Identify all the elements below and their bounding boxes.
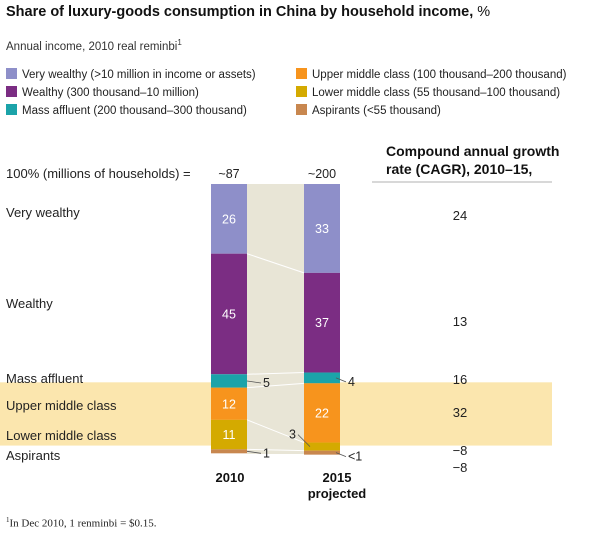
cagr-value-wealthy: 13 [452, 314, 468, 329]
legend-item-upper-middle-class: Upper middle class (100 thousand–200 tho… [296, 68, 566, 81]
cagr-header: Compound annual growth rate (CAGR), 2010… [386, 142, 586, 178]
title-text: Share of luxury-goods consumption in Chi… [6, 4, 474, 20]
row-label-very-wealthy: Very wealthy [6, 205, 80, 220]
segment-connector-line [246, 253, 305, 274]
cagr-value-mass-affluent: 16 [452, 372, 468, 387]
cagr-title-text: Compound annual growth rate (CAGR), 2010… [386, 143, 560, 177]
cagr-value-aspirants: −8 [452, 460, 468, 475]
legend-label: Wealthy (300 thousand–10 million) [22, 87, 199, 99]
legend-swatch [296, 86, 307, 97]
legend-swatch [6, 104, 17, 115]
legend-item-mass-affluent: Mass affluent (200 thousand–300 thousand… [6, 104, 247, 117]
data-label-wealthy-2010: 45 [222, 307, 236, 321]
data-label-aspirants-2015-projected: <1 [348, 450, 362, 464]
footnote-text: In Dec 2010, 1 renminbi = $0.15. [9, 517, 157, 530]
callout-leader-line [246, 450, 262, 454]
title-unit: % [477, 4, 491, 20]
data-label-wealthy-2015-projected: 37 [315, 316, 329, 330]
total-label-2010: ~87 [218, 167, 239, 181]
legend-swatch [296, 104, 307, 115]
legend-item-very-wealthy: Very wealthy (>10 million in income or a… [6, 68, 256, 81]
legend-swatch [6, 86, 17, 97]
data-label-very-wealthy-2015-projected: 33 [315, 222, 329, 236]
legend-label: Very wealthy (>10 million in income or a… [22, 69, 256, 81]
data-label-mass-affluent-2015-projected: 4 [348, 375, 355, 389]
row-label-mass-affluent: Mass affluent [6, 371, 84, 386]
legend-item-lower-middle-class: Lower middle class (55 thousand–100 thou… [296, 86, 560, 99]
bar-segment-mass-affluent-2015-projected [304, 372, 340, 384]
bar-segment-aspirants-2010 [211, 449, 247, 454]
bar-segment-lower-middle-class-2010 [211, 419, 247, 450]
bar-segment-upper-middle-class-2010 [211, 387, 247, 420]
legend-item-aspirants: Aspirants (<55 thousand) [296, 104, 441, 117]
legend-label: Upper middle class (100 thousand–200 tho… [312, 69, 567, 81]
data-label-very-wealthy-2010: 26 [222, 212, 236, 226]
data-label-aspirants-2010: 1 [263, 446, 270, 460]
bar-segment-very-wealthy-2010 [211, 184, 247, 254]
data-label-mass-affluent-2010: 5 [263, 376, 270, 390]
callout-leader-line [335, 452, 347, 458]
bar-segment-upper-middle-class-2015-projected [304, 383, 340, 443]
footnote-mark: 1 [6, 516, 10, 524]
bar-segment-aspirants-2015-projected [304, 450, 340, 455]
chart-title: Share of luxury-goods consumption in Chi… [6, 4, 490, 20]
legend-item-wealthy: Wealthy (300 thousand–10 million) [6, 86, 199, 99]
cagr-value-upper-middle-class: 32 [452, 405, 468, 420]
subtitle-text: Annual income, 2010 real reminbi [6, 40, 178, 53]
data-label-upper-middle-class-2015-projected: 22 [315, 406, 329, 420]
row-label-wealthy: Wealthy [6, 296, 53, 311]
legend-label: Lower middle class (55 thousand–100 thou… [312, 87, 561, 99]
segment-connector-line [246, 382, 305, 389]
legend-label: Mass affluent (200 thousand–300 thousand… [22, 105, 247, 117]
subtitle-footnote-mark: 1 [177, 38, 182, 47]
bar-segment-wealthy-2010 [211, 253, 247, 375]
year-label-2015-projected: 2015 projected [307, 470, 367, 501]
bar-segment-mass-affluent-2010 [211, 374, 247, 388]
callout-leader-line [297, 434, 311, 447]
legend-swatch [6, 68, 17, 79]
callout-leader-line [246, 380, 262, 384]
chart-subtitle: Annual income, 2010 real reminbi1 [6, 38, 182, 53]
callout-leader-line [335, 377, 347, 383]
segment-connector-line [246, 372, 305, 375]
total-label-2015-projected: ~200 [308, 167, 336, 181]
row-label-aspirants: Aspirants [6, 448, 61, 463]
data-label-lower-middle-class-2010: 11 [223, 428, 236, 442]
bar-segment-wealthy-2015-projected [304, 272, 340, 373]
segment-connector-line [246, 419, 305, 444]
data-label-lower-middle-class-2015-projected: 3 [289, 428, 296, 442]
cagr-value-very-wealthy: 24 [452, 208, 468, 223]
row-label-upper-middle-class: Upper middle class [6, 398, 117, 413]
data-label-upper-middle-class-2010: 12 [222, 397, 236, 411]
bar-segment-lower-middle-class-2015-projected [304, 442, 340, 451]
bar-connector-band [247, 184, 304, 454]
totals-label: 100% (millions of households) = [6, 166, 191, 181]
year-label-2010: 2010 [215, 470, 245, 485]
footnote: 1In Dec 2010, 1 renminbi = $0.15. [6, 516, 157, 530]
bar-segment-very-wealthy-2015-projected [304, 184, 340, 273]
legend-label: Aspirants (<55 thousand) [312, 105, 441, 117]
cagr-value-lower-middle-class: −8 [452, 443, 468, 458]
segment-connector-line [246, 448, 305, 452]
legend-swatch [296, 68, 307, 79]
row-label-lower-middle-class: Lower middle class [6, 428, 117, 443]
